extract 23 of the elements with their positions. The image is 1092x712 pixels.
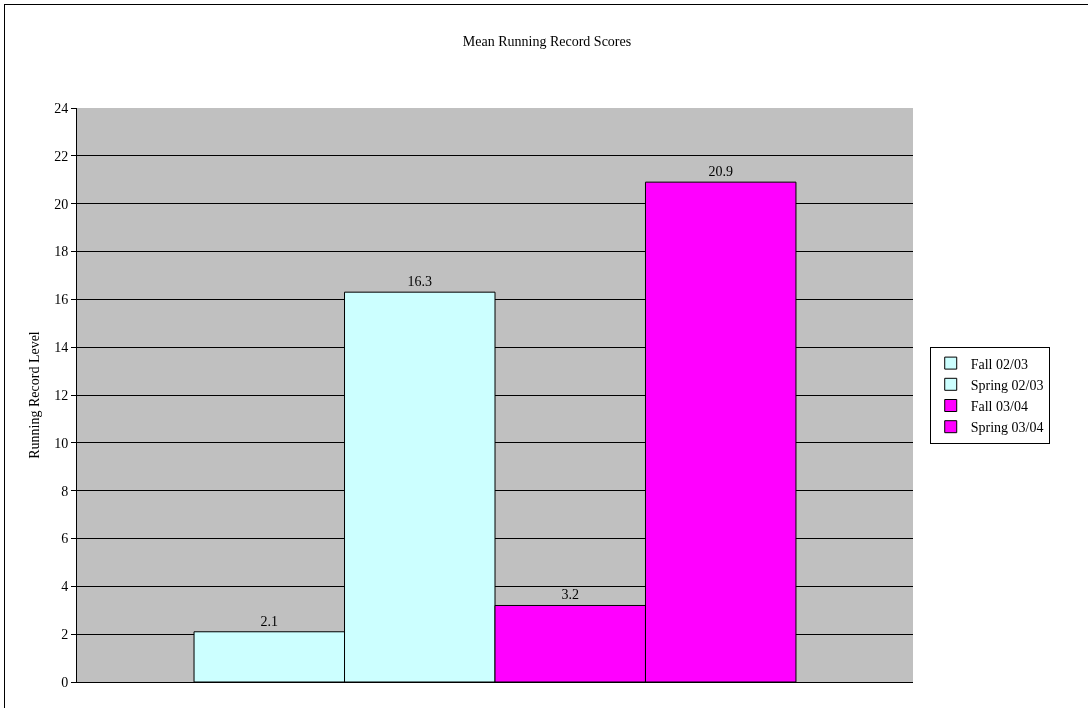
y-tick-label: 8 (61, 483, 69, 499)
data-label: 16.3 (407, 274, 433, 290)
y-tick-label: 20 (54, 196, 69, 212)
legend-label: Spring 03/04 (970, 420, 1044, 436)
y-axis-title: Running Record Level (27, 331, 42, 459)
chart-title: Mean Running Record Scores (462, 34, 632, 50)
y-tick-label: 0 (61, 674, 69, 690)
data-label: 20.9 (708, 164, 733, 180)
y-tick-label: 6 (61, 531, 69, 547)
y-tick-label: 10 (54, 435, 69, 451)
y-tick-label: 22 (54, 148, 69, 164)
data-label: 2.1 (260, 613, 279, 629)
y-tick-label: 4 (61, 579, 69, 595)
y-tick-label: 18 (54, 244, 69, 260)
data-label: 3.2 (561, 587, 579, 603)
legend-label: Spring 02/03 (970, 377, 1044, 393)
legend-label: Fall 02/03 (970, 356, 1028, 372)
y-tick-label: 2 (61, 627, 69, 643)
y-tick-label: 16 (54, 292, 69, 308)
y-tick-label: 14 (54, 340, 69, 356)
y-tick-label: 24 (54, 100, 69, 116)
y-tick-label: 12 (54, 387, 69, 403)
legend-label: Fall 03/04 (970, 398, 1028, 414)
